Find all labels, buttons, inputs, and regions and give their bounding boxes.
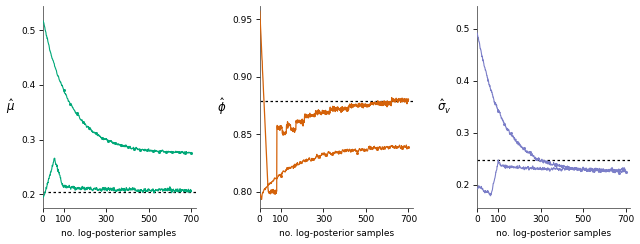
X-axis label: no. log-posterior samples: no. log-posterior samples	[496, 229, 611, 238]
Y-axis label: $\hat{\mu}$: $\hat{\mu}$	[6, 97, 15, 116]
Y-axis label: $\hat{\phi}$: $\hat{\phi}$	[217, 96, 226, 117]
X-axis label: no. log-posterior samples: no. log-posterior samples	[61, 229, 177, 238]
X-axis label: no. log-posterior samples: no. log-posterior samples	[278, 229, 394, 238]
Y-axis label: $\hat{\sigma}_v$: $\hat{\sigma}_v$	[437, 98, 452, 116]
